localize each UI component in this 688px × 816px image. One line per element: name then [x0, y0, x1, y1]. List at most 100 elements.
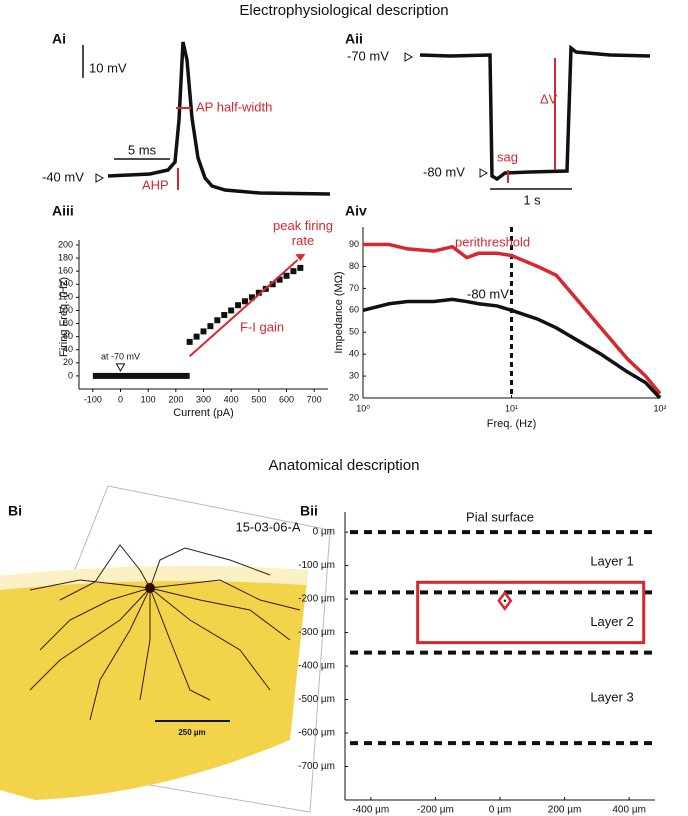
y-tick-label: 50	[349, 327, 359, 337]
series-line	[363, 242, 662, 395]
point	[269, 281, 276, 288]
annotation: -40 mV	[42, 169, 84, 184]
y-axis-label: Impedance (MΩ)	[333, 271, 345, 353]
point	[255, 289, 262, 296]
point	[228, 307, 235, 314]
x-tick-label: 700	[307, 394, 322, 404]
panel-label: Ai	[52, 31, 66, 47]
point	[207, 323, 214, 330]
annotation: -70 mV	[347, 48, 389, 63]
section-title: Anatomical description	[269, 457, 420, 474]
y-tick-label: -400 µm	[298, 661, 335, 672]
x-tick-label: -400 µm	[352, 805, 389, 816]
series-line	[362, 297, 662, 400]
x-tick-label: 400 µm	[612, 805, 646, 816]
y-tick-label: 140	[58, 279, 73, 289]
y-tick-label: 90	[349, 239, 359, 249]
annotation: sag	[497, 149, 518, 164]
x-tick-label: 400	[224, 394, 239, 404]
annotation: 15-03-06-A	[235, 519, 300, 534]
x-tick-label: 200 µm	[548, 805, 582, 816]
scale-label: 250 µm	[178, 728, 205, 737]
point	[221, 312, 228, 319]
y-tick-label: 80	[63, 318, 73, 328]
marker	[404, 52, 414, 62]
point	[235, 302, 242, 309]
y-tick-label: -500 µm	[298, 694, 335, 705]
scale-label: 1 s	[523, 192, 541, 207]
x-tick-label: 10⁰	[356, 403, 370, 413]
point	[297, 264, 304, 271]
annotation: AHP	[142, 177, 169, 192]
annotation: Pial surface	[466, 510, 534, 525]
x-tick-label: 600	[279, 394, 294, 404]
y-tick-label: 0 µm	[313, 527, 335, 538]
y-tick-label: 60	[349, 305, 359, 315]
point	[290, 268, 297, 275]
y-tick-label: -600 µm	[298, 728, 335, 739]
panel-label: Aiii	[52, 203, 74, 219]
x-tick-label: 200	[168, 394, 183, 404]
y-tick-label: -200 µm	[298, 594, 335, 605]
point	[214, 317, 221, 324]
panel-label: Bi	[8, 503, 22, 519]
y-tick-label: -700 µm	[298, 761, 335, 772]
series-label: perithreshold	[455, 234, 530, 249]
y-tick-label: 60	[63, 331, 73, 341]
x-tick-label: 300	[196, 394, 211, 404]
layer-label: Layer 1	[590, 554, 633, 569]
soma-range	[416, 580, 646, 645]
scale-label: 10 mV	[89, 60, 127, 75]
trace	[419, 44, 651, 182]
peak-marker	[295, 254, 306, 262]
y-tick-label: 80	[349, 261, 359, 271]
panel-label: Aiv	[345, 203, 367, 219]
soma-dot	[503, 599, 507, 602]
neuron	[29, 544, 301, 721]
layer-label: Layer 2	[590, 614, 633, 629]
x-tick-label: 10²	[653, 403, 666, 413]
x-tick-label: 100	[141, 394, 156, 404]
x-tick-label: 0	[118, 394, 123, 404]
y-tick-label: 100	[58, 305, 73, 315]
point	[248, 294, 255, 301]
y-tick-label: 160	[58, 266, 73, 276]
point	[200, 328, 207, 335]
fit-line	[189, 259, 299, 358]
rest-marker	[115, 363, 126, 372]
panel-label: Aii	[345, 31, 363, 47]
y-tick-label: -100 µm	[298, 560, 335, 571]
soma-image	[145, 583, 155, 593]
point	[276, 276, 283, 283]
x-axis-label: Freq. (Hz)	[487, 418, 537, 430]
title: Electrophysiological description	[239, 2, 448, 19]
y-axis-label: Firing Freq. (Hz)	[58, 277, 70, 357]
y-tick-label: 20	[349, 392, 359, 402]
point	[242, 298, 248, 305]
x-tick-label: 10¹	[505, 403, 518, 413]
annotation: ΔV	[540, 91, 558, 106]
layer-label: Layer 3	[590, 689, 633, 704]
point	[186, 338, 193, 345]
annotation: F-I gain	[240, 319, 284, 334]
y-tick-label: -300 µm	[298, 627, 335, 638]
series-label: -80 mV	[467, 286, 509, 301]
x-tick-label: 500	[251, 394, 266, 404]
x-tick-label: -200 µm	[417, 805, 454, 816]
y-tick-label: 180	[58, 252, 73, 262]
trace	[107, 41, 331, 196]
y-tick-label: 70	[349, 283, 359, 293]
x-tick-label: -100	[84, 394, 102, 404]
marker	[95, 173, 105, 183]
y-tick-label: 120	[58, 292, 73, 302]
y-tick-label: 20	[63, 357, 73, 367]
point	[193, 333, 200, 340]
y-tick-label: 40	[63, 344, 73, 354]
subthreshold-bar	[92, 372, 190, 379]
x-tick-label: 0 µm	[489, 805, 511, 816]
annotation: peak firing rate	[273, 218, 333, 248]
x-axis-label: Current (pA)	[173, 407, 234, 419]
annotation: AP half-width	[196, 99, 272, 114]
